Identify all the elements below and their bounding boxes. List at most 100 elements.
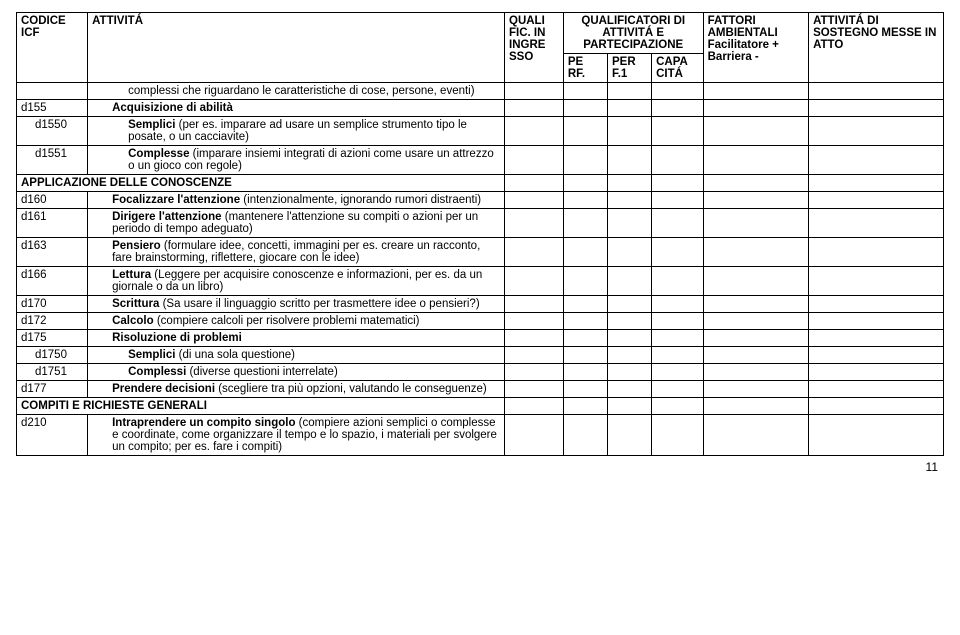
code-cell: d1551: [17, 146, 88, 175]
empty-cell: [809, 238, 944, 267]
activity-cell: Acquisizione di abilità: [88, 100, 505, 117]
activity-cell: complessi che riguardano le caratteristi…: [88, 83, 505, 100]
table-row: d155Acquisizione di abilità: [17, 100, 944, 117]
activity-cell: Pensiero (formulare idee, concetti, imma…: [88, 238, 505, 267]
activity-cell: Calcolo (compiere calcoli per risolvere …: [88, 313, 505, 330]
empty-cell: [809, 330, 944, 347]
empty-cell: [563, 381, 607, 398]
table-row: d170Scrittura (Sa usare il linguaggio sc…: [17, 296, 944, 313]
code-cell: d172: [17, 313, 88, 330]
activity-cell: Focalizzare l'attenzione (intenzionalmen…: [88, 192, 505, 209]
th-sostegno: ATTIVITÁ DI SOSTEGNO MESSE IN ATTO: [809, 13, 944, 83]
empty-cell: [809, 296, 944, 313]
empty-cell: [703, 100, 808, 117]
empty-cell: [809, 267, 944, 296]
empty-cell: [505, 83, 564, 100]
table-row: d1751Complessi (diverse questioni interr…: [17, 364, 944, 381]
empty-cell: [505, 364, 564, 381]
empty-cell: [652, 364, 704, 381]
empty-cell: [703, 175, 808, 192]
empty-cell: [607, 381, 651, 398]
empty-cell: [652, 117, 704, 146]
table-row: d177Prendere decisioni (scegliere tra pi…: [17, 381, 944, 398]
code-cell: d161: [17, 209, 88, 238]
activity-cell: Complessi (diverse questioni interrelate…: [88, 364, 505, 381]
empty-cell: [703, 296, 808, 313]
table-row: complessi che riguardano le caratteristi…: [17, 83, 944, 100]
activity-cell: Semplici (di una sola questione): [88, 347, 505, 364]
table-row: d1551Complesse (imparare insiemi integra…: [17, 146, 944, 175]
empty-cell: [652, 398, 704, 415]
code-cell: d163: [17, 238, 88, 267]
empty-cell: [607, 175, 651, 192]
empty-cell: [809, 313, 944, 330]
empty-cell: [703, 83, 808, 100]
section-row: COMPITI E RICHIESTE GENERALI: [17, 398, 944, 415]
table-row: d172Calcolo (compiere calcoli per risolv…: [17, 313, 944, 330]
empty-cell: [505, 267, 564, 296]
empty-cell: [505, 398, 564, 415]
empty-cell: [809, 398, 944, 415]
empty-cell: [607, 117, 651, 146]
th-perf1: PER F.1: [607, 54, 651, 83]
activity-cell: Semplici (per es. imparare ad usare un s…: [88, 117, 505, 146]
empty-cell: [607, 267, 651, 296]
empty-cell: [607, 313, 651, 330]
code-cell: d177: [17, 381, 88, 398]
th-ingresso: QUALI FIC. IN INGRE SSO: [505, 13, 564, 83]
table-body: complessi che riguardano le caratteristi…: [17, 83, 944, 456]
empty-cell: [563, 313, 607, 330]
empty-cell: [652, 192, 704, 209]
empty-cell: [809, 146, 944, 175]
empty-cell: [505, 330, 564, 347]
icf-table: CODICE ICF ATTIVITÁ QUALI FIC. IN INGRE …: [16, 12, 944, 456]
empty-cell: [563, 146, 607, 175]
empty-cell: [563, 209, 607, 238]
empty-cell: [809, 364, 944, 381]
empty-cell: [563, 175, 607, 192]
empty-cell: [607, 238, 651, 267]
empty-cell: [809, 381, 944, 398]
empty-cell: [505, 381, 564, 398]
empty-cell: [703, 364, 808, 381]
th-codice: CODICE ICF: [17, 13, 88, 83]
empty-cell: [563, 296, 607, 313]
empty-cell: [607, 347, 651, 364]
empty-cell: [652, 267, 704, 296]
empty-cell: [703, 267, 808, 296]
th-attivita: ATTIVITÁ: [88, 13, 505, 83]
empty-cell: [563, 238, 607, 267]
section-row: APPLICAZIONE DELLE CONOSCENZE: [17, 175, 944, 192]
empty-cell: [809, 117, 944, 146]
empty-cell: [652, 347, 704, 364]
empty-cell: [607, 100, 651, 117]
empty-cell: [703, 192, 808, 209]
empty-cell: [652, 100, 704, 117]
code-cell: d175: [17, 330, 88, 347]
empty-cell: [703, 313, 808, 330]
empty-cell: [703, 146, 808, 175]
activity-cell: Intraprendere un compito singolo (compie…: [88, 415, 505, 456]
empty-cell: [563, 347, 607, 364]
code-cell: d210: [17, 415, 88, 456]
code-cell: d170: [17, 296, 88, 313]
empty-cell: [703, 117, 808, 146]
empty-cell: [505, 347, 564, 364]
empty-cell: [652, 381, 704, 398]
empty-cell: [563, 100, 607, 117]
empty-cell: [563, 117, 607, 146]
empty-cell: [809, 347, 944, 364]
table-row: d166Lettura (Leggere per acquisire conos…: [17, 267, 944, 296]
empty-cell: [607, 398, 651, 415]
empty-cell: [563, 330, 607, 347]
table-header: CODICE ICF ATTIVITÁ QUALI FIC. IN INGRE …: [17, 13, 944, 83]
empty-cell: [703, 209, 808, 238]
empty-cell: [505, 296, 564, 313]
empty-cell: [652, 146, 704, 175]
activity-cell: Complesse (imparare insiemi integrati di…: [88, 146, 505, 175]
empty-cell: [607, 209, 651, 238]
empty-cell: [809, 100, 944, 117]
code-cell: d166: [17, 267, 88, 296]
table-row: d163Pensiero (formulare idee, concetti, …: [17, 238, 944, 267]
empty-cell: [652, 238, 704, 267]
